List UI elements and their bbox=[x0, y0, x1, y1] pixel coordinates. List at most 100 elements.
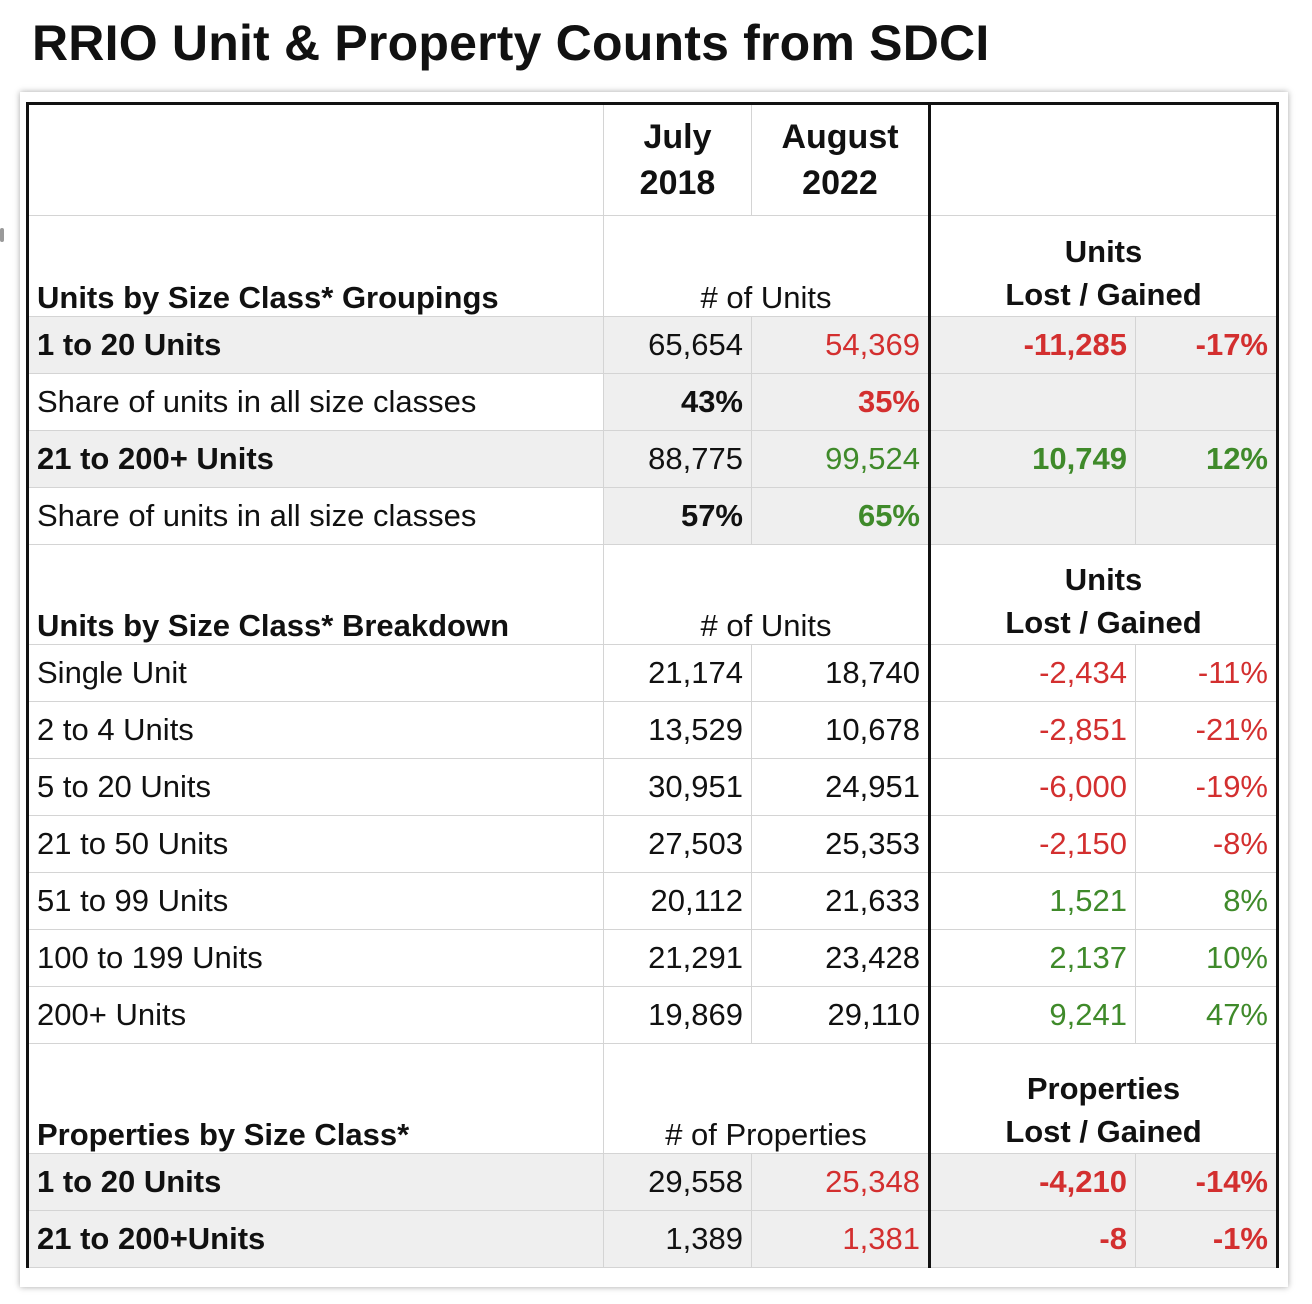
row-label: 200+ Units bbox=[26, 986, 604, 1044]
row-label: 21 to 50 Units bbox=[26, 815, 604, 873]
properties-heading: Properties by Size Class* bbox=[26, 1043, 604, 1154]
table-row: 51 to 99 Units 20,112 21,633 1,521 8% bbox=[26, 872, 1279, 930]
value-2022: 99,524 bbox=[751, 430, 930, 488]
table-row: Share of units in all size classes 43% 3… bbox=[26, 373, 1279, 431]
change-value: 10,749 bbox=[928, 430, 1136, 488]
value-2018: 88,775 bbox=[603, 430, 752, 488]
value-2018: 65,654 bbox=[603, 316, 752, 374]
change-percent: -11% bbox=[1135, 644, 1279, 702]
change-percent: -8% bbox=[1135, 815, 1279, 873]
table-row: Single Unit 21,174 18,740 -2,434 -11% bbox=[26, 644, 1279, 702]
page-title: RRIO Unit & Property Counts from SDCI bbox=[32, 15, 990, 71]
row-label: Single Unit bbox=[26, 644, 604, 702]
groupings-count-label: # of Units bbox=[603, 215, 930, 317]
value-2022: 18,740 bbox=[751, 644, 930, 702]
value-2018: 1,389 bbox=[603, 1210, 752, 1268]
col-july-year: 2018 bbox=[639, 164, 716, 202]
row-label: 2 to 4 Units bbox=[26, 701, 604, 759]
col-july-month: July bbox=[643, 118, 712, 156]
breakdown-change-line2: Lost / Gained bbox=[1005, 605, 1202, 640]
table-row: 1 to 20 Units 65,654 54,369 -11,285 -17% bbox=[26, 316, 1279, 374]
value-2018: 21,174 bbox=[603, 644, 752, 702]
properties-change-line1: Properties bbox=[1026, 1071, 1181, 1106]
table-row: 21 to 200+ Units 88,775 99,524 10,749 12… bbox=[26, 430, 1279, 488]
table-row: 100 to 199 Units 21,291 23,428 2,137 10% bbox=[26, 929, 1279, 987]
value-2022: 54,369 bbox=[751, 316, 930, 374]
change-percent: 47% bbox=[1135, 986, 1279, 1044]
table-row: 200+ Units 19,869 29,110 9,241 47% bbox=[26, 986, 1279, 1044]
row-label: 1 to 20 Units bbox=[26, 316, 604, 374]
value-2018: 20,112 bbox=[603, 872, 752, 930]
change-percent: -17% bbox=[1135, 316, 1279, 374]
table-row: 21 to 200+Units 1,389 1,381 -8 -1% bbox=[26, 1210, 1279, 1268]
table-row: 2 to 4 Units 13,529 10,678 -2,851 -21% bbox=[26, 701, 1279, 759]
row-label: 1 to 20 Units bbox=[26, 1153, 604, 1211]
row-label: Share of units in all size classes bbox=[26, 487, 604, 545]
row-label: 21 to 200+ Units bbox=[26, 430, 604, 488]
value-2018: 43% bbox=[603, 373, 752, 431]
value-2022: 35% bbox=[751, 373, 930, 431]
change-percent: -1% bbox=[1135, 1210, 1279, 1268]
value-2018: 13,529 bbox=[603, 701, 752, 759]
value-2018: 57% bbox=[603, 487, 752, 545]
value-2022: 21,633 bbox=[751, 872, 930, 930]
breakdown-change-line1: Units bbox=[1064, 562, 1143, 597]
change-percent: -21% bbox=[1135, 701, 1279, 759]
table-row: 5 to 20 Units 30,951 24,951 -6,000 -19% bbox=[26, 758, 1279, 816]
breakdown-count-label: # of Units bbox=[603, 544, 930, 645]
col-august-month: August bbox=[781, 118, 899, 156]
value-2018: 30,951 bbox=[603, 758, 752, 816]
properties-header-row: Properties by Size Class* # of Propertie… bbox=[26, 1043, 1279, 1154]
groupings-change-line1: Units bbox=[1064, 234, 1143, 269]
row-label: 5 to 20 Units bbox=[26, 758, 604, 816]
table-row: 1 to 20 Units 29,558 25,348 -4,210 -14% bbox=[26, 1153, 1279, 1211]
table-row: Share of units in all size classes 57% 6… bbox=[26, 487, 1279, 545]
groupings-change-line2: Lost / Gained bbox=[1005, 277, 1202, 312]
change-value: -2,434 bbox=[928, 644, 1136, 702]
groupings-header-row: Units by Size Class* Groupings # of Unit… bbox=[26, 215, 1279, 317]
value-2022: 25,348 bbox=[751, 1153, 930, 1211]
row-label: 21 to 200+Units bbox=[26, 1210, 604, 1268]
change-value: -4,210 bbox=[928, 1153, 1136, 1211]
value-2022: 25,353 bbox=[751, 815, 930, 873]
change-value bbox=[928, 487, 1136, 545]
change-value: -6,000 bbox=[928, 758, 1136, 816]
row-label: 51 to 99 Units bbox=[26, 872, 604, 930]
change-percent bbox=[1135, 487, 1279, 545]
value-2022: 1,381 bbox=[751, 1210, 930, 1268]
corner-cell bbox=[26, 102, 604, 216]
breakdown-change-label: Units Lost / Gained bbox=[928, 544, 1279, 645]
change-percent bbox=[1135, 373, 1279, 431]
value-2022: 65% bbox=[751, 487, 930, 545]
change-percent: -14% bbox=[1135, 1153, 1279, 1211]
value-2018: 29,558 bbox=[603, 1153, 752, 1211]
value-2018: 21,291 bbox=[603, 929, 752, 987]
breakdown-header-row: Units by Size Class* Breakdown # of Unit… bbox=[26, 544, 1279, 645]
col-august-year: 2022 bbox=[802, 164, 878, 202]
change-value: -2,150 bbox=[928, 815, 1136, 873]
change-percent: -19% bbox=[1135, 758, 1279, 816]
change-value: 1,521 bbox=[928, 872, 1136, 930]
col-july-2018-header: July 2018 bbox=[603, 102, 752, 216]
change-percent: 12% bbox=[1135, 430, 1279, 488]
change-value bbox=[928, 373, 1136, 431]
value-2022: 23,428 bbox=[751, 929, 930, 987]
groupings-change-label: Units Lost / Gained bbox=[928, 215, 1279, 317]
table-row: 21 to 50 Units 27,503 25,353 -2,150 -8% bbox=[26, 815, 1279, 873]
value-2022: 24,951 bbox=[751, 758, 930, 816]
rrio-counts-table: July 2018 August 2022 Units by Size Clas… bbox=[26, 102, 1279, 1268]
change-value: -8 bbox=[928, 1210, 1136, 1268]
value-2018: 27,503 bbox=[603, 815, 752, 873]
value-2022: 29,110 bbox=[751, 986, 930, 1044]
row-label: Share of units in all size classes bbox=[26, 373, 604, 431]
change-value: 9,241 bbox=[928, 986, 1136, 1044]
properties-count-label: # of Properties bbox=[603, 1043, 930, 1154]
date-header-row: July 2018 August 2022 bbox=[26, 102, 1279, 216]
groupings-heading: Units by Size Class* Groupings bbox=[26, 215, 604, 317]
properties-change-line2: Lost / Gained bbox=[1005, 1114, 1202, 1149]
change-value: 2,137 bbox=[928, 929, 1136, 987]
row-label: 100 to 199 Units bbox=[26, 929, 604, 987]
change-percent: 10% bbox=[1135, 929, 1279, 987]
change-value: -2,851 bbox=[928, 701, 1136, 759]
value-2022: 10,678 bbox=[751, 701, 930, 759]
